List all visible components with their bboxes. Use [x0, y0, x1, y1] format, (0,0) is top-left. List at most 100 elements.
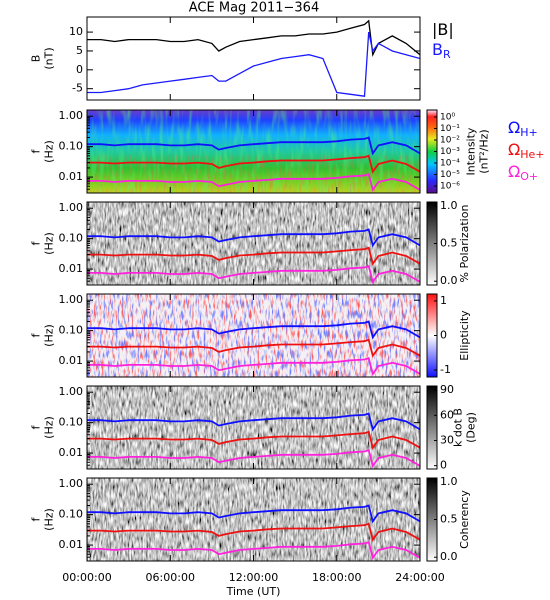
colorbar-tick-label: 1.0	[440, 199, 458, 212]
legend-subscript: H+	[520, 126, 538, 139]
spectrogram-texture	[87, 478, 420, 561]
y-tick-label: 1.00	[59, 109, 84, 122]
colorbar-label: Intensity	[465, 127, 478, 175]
y-tick-label: 5	[76, 44, 83, 57]
gyrofrequency-line	[87, 540, 420, 560]
gyrofrequency-line	[87, 356, 420, 376]
y-tick-label: 1.00	[59, 293, 84, 306]
gyrofrequency-line	[87, 246, 420, 266]
x-tick-label: 24:00:00	[395, 571, 444, 584]
y-axis-label: f	[30, 332, 43, 337]
spectrogram	[87, 202, 420, 285]
spectrogram-texture	[87, 202, 420, 285]
y-axis-label: f	[30, 516, 43, 521]
gyrofrequency-line	[87, 264, 420, 284]
gyrofrequency-line	[87, 412, 420, 432]
y-axis-label: (Hz)	[43, 416, 56, 439]
gyrofrequency-line	[87, 136, 420, 156]
legend-label: ΩHe+	[508, 140, 545, 162]
colorbar	[426, 385, 438, 470]
colorbar-tick-label: 0.0	[440, 550, 458, 563]
y-axis-label: f	[30, 424, 43, 429]
y-tick-label: 1.00	[59, 385, 84, 398]
y-axis-label: (nT)	[43, 47, 56, 69]
y-axis-label: (Hz)	[43, 232, 56, 255]
colorbar-tick-label: 10⁻⁶	[440, 182, 460, 192]
chart-title: ACE Mag 2011−364	[189, 1, 319, 16]
series-line	[87, 19, 420, 57]
colorbar-tick-label: 10⁰	[440, 112, 455, 122]
gyrofrequency-line	[87, 320, 420, 340]
y-tick-label: -5	[72, 82, 83, 95]
spectrogram	[87, 294, 420, 377]
colorbar-label: (nT²/Hz)	[478, 129, 491, 173]
gyrofrequency-line	[87, 522, 420, 542]
legend-subscript: R	[443, 48, 451, 61]
gyrofrequency-line	[87, 338, 420, 358]
spectrogram	[87, 110, 420, 193]
y-axis-label: (Hz)	[43, 324, 56, 347]
y-tick-label: 0.10	[59, 140, 84, 153]
y-tick-label: 0.10	[59, 508, 84, 521]
x-axis-label: Time (UT)	[226, 585, 281, 598]
y-axis-label: (Hz)	[43, 508, 56, 531]
y-axis-label: (Hz)	[43, 140, 56, 163]
colorbar-tick-label: 0.5	[440, 237, 458, 250]
colorbar-tick-label: 0	[440, 329, 447, 342]
y-axis-label: f	[30, 240, 43, 245]
x-tick-label: 12:00:00	[229, 571, 278, 584]
legend-symbol: Ω	[508, 118, 520, 137]
gyrofrequency-line	[87, 154, 420, 174]
spectrogram-texture	[87, 386, 420, 469]
y-tick-label: 0.10	[59, 324, 84, 337]
gyrofrequency-line	[87, 228, 420, 248]
y-axis-label: B	[30, 55, 43, 63]
colorbar-label: % Polarization	[458, 205, 471, 283]
y-tick-label: 0.01	[59, 262, 84, 275]
colorbar-tick-label: 1.0	[440, 475, 458, 488]
spectrogram-texture	[87, 294, 420, 377]
x-tick-label: 00:00:00	[62, 571, 111, 584]
gyrofrequency-line	[87, 430, 420, 450]
y-tick-label: 1.00	[59, 477, 84, 490]
x-tick-label: 18:00:00	[312, 571, 361, 584]
colorbar-tick-label: 0.0	[440, 274, 458, 287]
x-tick-label: 06:00:00	[146, 571, 195, 584]
colorbar-label: Coherency	[458, 490, 471, 549]
legend-symbol: Ω	[508, 140, 520, 159]
colorbar-tick-label: 10⁻²	[440, 135, 460, 145]
legend-subscript: O+	[520, 170, 538, 183]
colorbar-label: (Deg)	[465, 412, 478, 443]
spectrogram	[87, 386, 420, 469]
y-tick-label: 0	[76, 63, 83, 76]
y-tick-label: 0.10	[59, 232, 84, 245]
colorbar-tick-label: 10⁻⁵	[440, 170, 460, 180]
y-tick-label: 0.01	[59, 170, 84, 183]
legend-label: ΩO+	[508, 162, 538, 184]
colorbar-tick-label: 1	[440, 294, 447, 307]
colorbar-tick-label: 90	[440, 383, 454, 396]
colorbar-tick-label: 60	[440, 408, 454, 421]
y-tick-label: 0.01	[59, 538, 84, 551]
legend-name: |B|	[432, 20, 454, 39]
y-tick-label: 0.10	[59, 416, 84, 429]
legend-name: B	[432, 40, 443, 59]
lines	[87, 19, 420, 97]
colorbar-tick-label: 10⁻¹	[440, 124, 460, 134]
colorbar-label: k dot B	[452, 408, 465, 447]
spectrogram	[87, 478, 420, 561]
legend-label: BR	[432, 40, 451, 62]
legend-subscript: He+	[520, 148, 544, 161]
y-tick-label: 10	[69, 25, 83, 38]
gyrofrequency-line	[87, 448, 420, 468]
legend-label: ΩH+	[508, 118, 538, 140]
colorbar-tick-label: 10⁻³	[440, 147, 460, 157]
y-tick-label: 0.01	[59, 446, 84, 459]
gyrofrequency-line	[87, 172, 420, 192]
y-tick-label: 1.00	[59, 201, 84, 214]
colorbar-tick-label: 0.5	[440, 513, 458, 526]
colorbar-tick-label: 30	[440, 433, 454, 446]
y-tick-label: 0.01	[59, 354, 84, 367]
colorbar-tick-label: 0	[440, 459, 447, 472]
